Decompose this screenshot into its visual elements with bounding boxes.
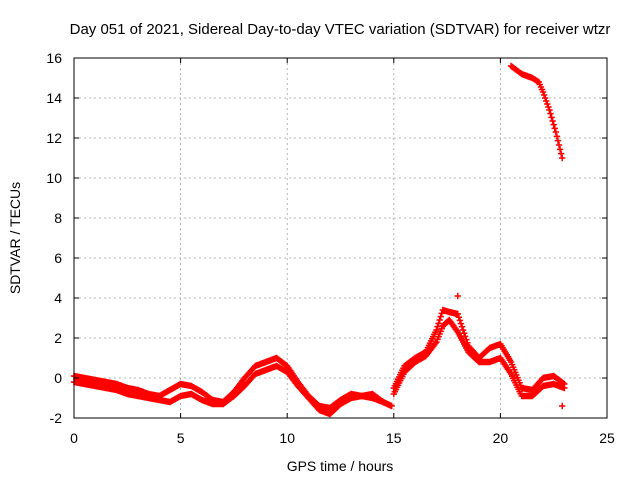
plot-frame	[73, 57, 608, 419]
data-point-run	[326, 397, 343, 412]
y-tick-label: 12	[46, 130, 62, 146]
y-tick-label: 16	[46, 50, 62, 66]
data-point-run	[535, 78, 546, 93]
data-point-run	[486, 341, 503, 352]
series-band-3	[390, 306, 568, 394]
data-point-run	[230, 376, 247, 396]
data-point-run	[433, 310, 445, 334]
y-tick-label: 6	[54, 250, 62, 266]
data-point-run	[284, 368, 300, 388]
data-point-run	[401, 355, 418, 370]
data-point-run	[465, 348, 482, 365]
data-point-run	[113, 380, 130, 391]
x-tick-label: 25	[599, 430, 615, 446]
y-tick-label: -2	[50, 410, 63, 426]
data-point	[559, 402, 566, 410]
data-point-run	[188, 390, 205, 403]
data-point-run	[411, 353, 428, 366]
series-outliers	[454, 292, 566, 410]
data-point-run	[198, 396, 215, 407]
x-tick-label: 0	[70, 430, 78, 446]
data-point-run	[198, 388, 215, 403]
y-tick-label: 8	[54, 210, 62, 226]
data-point	[454, 292, 461, 300]
data-point-run	[546, 106, 558, 132]
chart-title: Day 051 of 2021, Sidereal Day-to-day VTE…	[70, 21, 611, 38]
data-point-run	[507, 358, 524, 389]
data-point-run	[475, 345, 492, 362]
data-point-run	[529, 376, 546, 394]
data-points	[70, 62, 568, 418]
data-point-run	[294, 382, 311, 400]
y-tick-label: 14	[46, 90, 62, 106]
y-tick-label: 2	[54, 330, 62, 346]
data-point-run	[134, 386, 151, 397]
gridlines	[74, 58, 607, 418]
data-point-run	[411, 349, 428, 362]
y-tick-label: 10	[46, 170, 62, 186]
data-point-run	[454, 310, 471, 346]
data-point-run	[252, 359, 269, 370]
data-point-run	[446, 316, 460, 334]
y-axis-label: SDTVAR / TECUs	[7, 182, 23, 294]
data-point-run	[529, 383, 546, 400]
x-tick-label: 20	[493, 430, 509, 446]
x-tick-label: 5	[177, 430, 185, 446]
data-point-run	[166, 393, 183, 406]
data-point-run	[550, 380, 568, 392]
y-tick-label: 4	[54, 290, 62, 306]
x-axis-label: GPS time / hours	[287, 458, 394, 474]
data-point-run	[507, 62, 524, 77]
data-point-run	[188, 382, 205, 395]
data-point-run	[422, 340, 439, 360]
data-point-run	[166, 381, 183, 394]
data-point-run	[252, 367, 269, 378]
data-point-run	[518, 70, 535, 81]
data-point-run	[486, 355, 503, 366]
data-point-run	[433, 325, 445, 346]
data-point-run	[220, 393, 237, 408]
y-tick-label: 0	[54, 370, 62, 386]
series-band-4	[390, 316, 568, 400]
data-point-run	[337, 395, 354, 408]
data-point-run	[401, 359, 418, 376]
data-point-run	[273, 354, 290, 369]
data-point-run	[230, 383, 247, 400]
data-point-run	[369, 390, 387, 406]
data-point-run	[497, 340, 514, 364]
data-point-run	[390, 371, 407, 398]
data-point-run	[497, 354, 514, 376]
x-tick-label: 10	[279, 430, 295, 446]
data-point-run	[305, 394, 322, 412]
data-point-run	[273, 362, 290, 375]
data-point-run	[507, 370, 524, 397]
data-point-run	[241, 372, 258, 390]
data-point-run	[552, 128, 566, 162]
data-point-run	[326, 401, 343, 418]
data-point-run	[156, 387, 173, 400]
plot-border	[73, 57, 608, 419]
axis-ticks: 0 5 10 15 20 25 -2 0 2 4 6 8 10 12 14 16	[46, 50, 615, 446]
series-band-5	[507, 62, 566, 162]
data-point-run	[550, 372, 568, 388]
x-tick-label: 15	[386, 430, 402, 446]
data-point-run	[454, 328, 471, 354]
data-point-run	[539, 88, 552, 111]
data-point-run	[241, 364, 258, 382]
series-band-2	[70, 362, 387, 418]
data-point-run	[113, 386, 130, 397]
data-point-run	[337, 391, 354, 404]
